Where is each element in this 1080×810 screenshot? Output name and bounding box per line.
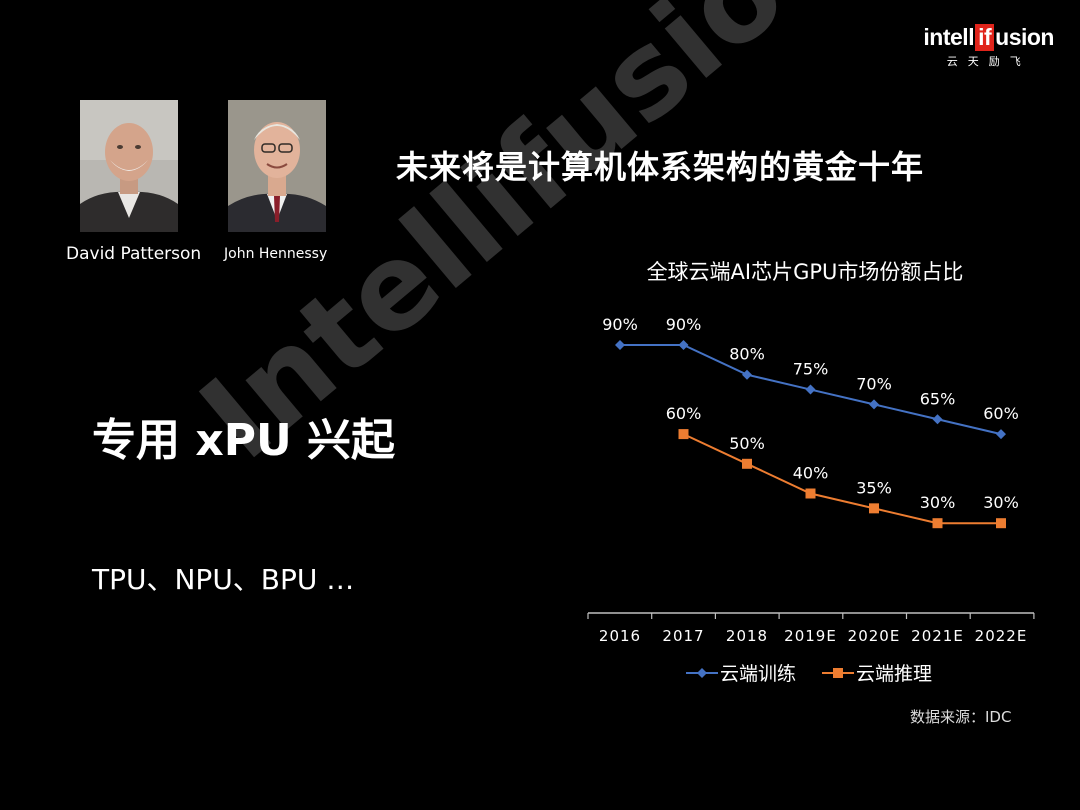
data-label: 35% bbox=[856, 478, 892, 497]
data-point bbox=[869, 503, 879, 514]
data-label: 65% bbox=[920, 389, 956, 408]
company-logo: intell if usion 云天励飞 bbox=[923, 24, 1054, 69]
data-label: 90% bbox=[666, 315, 702, 334]
photo-john-hennessy bbox=[228, 100, 326, 232]
logo-text-post: usion bbox=[995, 24, 1054, 50]
x-tick-label: 2016 bbox=[599, 627, 641, 645]
legend-marker bbox=[697, 668, 707, 678]
data-label: 80% bbox=[729, 345, 765, 364]
data-point bbox=[932, 518, 943, 529]
data-point bbox=[615, 340, 625, 350]
data-point bbox=[742, 458, 752, 469]
data-label: 40% bbox=[793, 464, 829, 483]
x-tick-label: 2022E bbox=[975, 627, 1028, 645]
x-tick-label: 2021E bbox=[911, 627, 964, 645]
legend-marker bbox=[833, 668, 843, 678]
data-point bbox=[678, 429, 689, 440]
legend-label: 云端训练 bbox=[720, 663, 796, 685]
data-label: 50% bbox=[729, 434, 765, 453]
data-label: 75% bbox=[793, 360, 829, 379]
data-label: 60% bbox=[983, 404, 1019, 423]
legend-label: 云端推理 bbox=[856, 663, 932, 685]
series-line-inference bbox=[683, 433, 1001, 525]
xpu-list: TPU、NPU、BPU … bbox=[92, 563, 355, 596]
x-tick-label: 2020E bbox=[848, 627, 901, 645]
caption-john-hennessy: John Hennessy bbox=[224, 246, 328, 262]
logo-subtitle: 云天励飞 bbox=[946, 55, 1031, 68]
logo-text-box: if bbox=[975, 24, 995, 51]
data-point bbox=[932, 414, 943, 425]
data-label: 70% bbox=[856, 374, 892, 393]
big-title: 专用 xPU 兴起 bbox=[92, 415, 395, 466]
headline: 未来将是计算机体系架构的黄金十年 bbox=[396, 148, 925, 186]
data-label: 90% bbox=[602, 315, 638, 334]
data-point bbox=[869, 399, 879, 410]
x-tick-label: 2018 bbox=[726, 627, 768, 645]
data-label: 60% bbox=[666, 404, 702, 423]
data-label: 30% bbox=[920, 493, 956, 512]
data-point bbox=[996, 429, 1006, 440]
chart-title: 全球云端AI芯片GPU市场份额占比 bbox=[647, 260, 964, 284]
x-tick-label: 2019E bbox=[784, 627, 837, 645]
data-point bbox=[805, 384, 816, 395]
logo-text-pre: intell bbox=[923, 24, 975, 50]
data-source: 数据来源：IDC bbox=[910, 708, 1012, 726]
data-point bbox=[805, 488, 816, 499]
data-point bbox=[996, 518, 1006, 529]
data-point bbox=[742, 369, 752, 380]
data-label: 30% bbox=[983, 493, 1019, 512]
caption-david-patterson: David Patterson bbox=[66, 244, 202, 264]
photo-david-patterson bbox=[80, 100, 178, 232]
x-tick-label: 2017 bbox=[662, 627, 704, 645]
data-point bbox=[678, 340, 689, 350]
